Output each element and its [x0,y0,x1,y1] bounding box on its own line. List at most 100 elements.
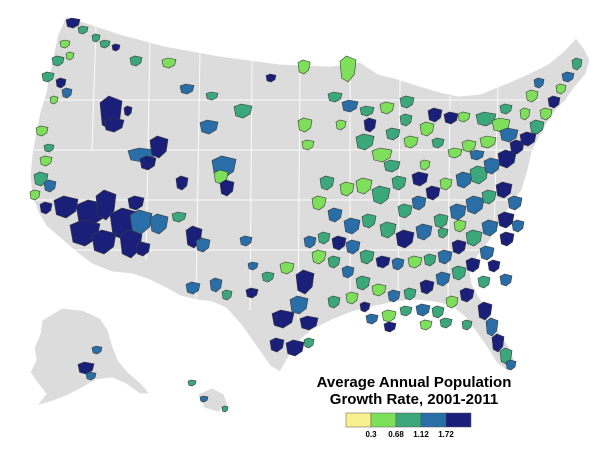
metro-area-patch [297,59,311,75]
metro-area-patch [395,229,415,249]
metro-area-patch [39,201,53,215]
metro-area-patch [187,379,197,387]
metro-area-patch [359,105,375,117]
metro-area-patch [451,239,467,255]
metro-area-patch [341,99,359,113]
metro-area-patch [285,339,305,357]
metro-area-patch [53,195,79,219]
metro-area-patch [439,177,453,191]
metro-area-patch [379,221,397,239]
metro-area-patch [297,117,313,133]
metro-area-patch [341,265,355,279]
legend-tick-label: 1.12 [413,430,429,439]
metro-area-patch [303,337,315,349]
metro-area-patch [317,231,331,245]
metro-area-patch [339,55,357,83]
metro-area-patch [419,319,433,331]
metro-area-patch [49,95,59,105]
metro-area-patch [269,337,285,353]
metro-area-patch [61,87,73,99]
metro-area-patch [505,359,517,371]
metro-area-patch [391,257,405,271]
metro-area-patch [479,135,497,149]
metro-area-patch [499,103,513,115]
metro-area-patch [59,39,71,49]
alaska-landmass [29,307,152,408]
metro-area-patch [435,271,451,287]
metro-area-patch [509,139,525,155]
metro-area-patch [55,77,67,89]
metro-area-patch [371,283,387,297]
metro-area-patch [371,147,393,163]
metro-area-patch [327,295,341,309]
hawaii-island [197,387,229,413]
metro-area-patch [487,259,501,273]
metro-area-patch [555,83,567,95]
metro-area-patch [497,149,517,169]
metro-area-patch [437,227,449,239]
metro-area-patch [529,119,545,135]
metro-area-patch [511,219,525,233]
metro-area-patch [65,51,75,61]
metro-area-patch [445,295,459,309]
metro-area-patch [51,55,65,67]
metro-area-patch [327,91,343,103]
metro-area-patch [419,279,435,295]
metro-area-patch [455,171,473,189]
metro-area-patch [205,91,219,101]
metro-area-patch [91,345,103,355]
metro-area-patch [199,119,219,135]
metro-area-patch [43,143,55,153]
metro-area-patch [103,117,125,133]
metro-area-patch [233,103,253,119]
metro-area-patch [447,147,463,159]
metro-area-patch [499,273,513,287]
metro-area-patch [533,77,545,89]
metro-area-patch [311,195,327,211]
metro-area-patch [477,301,493,321]
metro-area-patch [539,107,553,121]
metro-area-patch [343,217,361,235]
legend-swatch [395,412,422,428]
metro-area-patch [419,121,435,137]
metro-area-patch [209,277,223,293]
metro-area-patch [339,181,355,197]
legend-tick-label: 0.68 [388,430,404,439]
metro-area-patch [411,195,427,211]
metro-area-patch [363,117,377,133]
metro-area-patch [245,287,259,299]
metro-area-patch [365,313,379,325]
metro-area-patch [359,249,375,265]
metro-area-patch [265,73,277,83]
metro-area-patch [375,255,391,269]
metro-area-patch [261,271,275,283]
metro-area-patch [43,179,57,193]
legend-swatch [345,412,372,428]
metro-area-patch [477,275,491,289]
metro-area-patch [391,175,407,191]
metro-area-patch [279,261,295,275]
metro-area-patch [123,105,133,117]
metro-area-patch [303,235,317,249]
metro-area-patch [485,317,499,337]
metro-area-patch [91,229,117,255]
metro-area-patch [469,149,485,161]
metro-area-patch [85,371,97,381]
metro-area-patch [335,119,347,131]
metro-area-patch [135,241,151,257]
metro-area-patch [481,189,497,205]
metro-area-patch [161,57,177,69]
metro-area-patch [129,209,153,235]
metro-area-patch [415,303,431,317]
metro-area-patch [111,43,121,52]
metro-area-patch [319,175,335,191]
metro-area-patch [331,235,347,251]
metro-area-patch [423,253,437,267]
metro-area-patch [469,165,489,185]
metro-area-patch [507,195,523,211]
metro-area-patch [459,287,475,303]
metro-area-patch [399,113,413,127]
metro-area-patch [415,223,433,241]
metro-area-patch [497,211,515,229]
metro-area-patch [385,127,401,141]
